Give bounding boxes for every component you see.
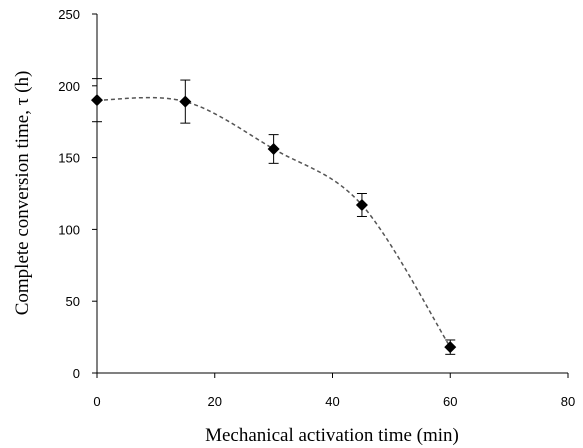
data-point-marker: [267, 142, 280, 155]
data-point-marker: [179, 95, 192, 108]
y-tick-label: 250: [58, 7, 80, 22]
x-axis-ticks: 0 20 40 60 80: [93, 373, 575, 409]
y-axis-title: Complete conversion time, τ (h): [12, 71, 33, 316]
x-tick-label: 0: [93, 394, 100, 409]
y-tick-label: 50: [66, 294, 80, 309]
x-tick-label: 20: [208, 394, 222, 409]
plot-area-background: [97, 14, 568, 373]
data-marker-layer: [91, 94, 457, 354]
data-point-marker: [444, 341, 457, 354]
y-tick-label: 200: [58, 79, 80, 94]
y-tick-label: 150: [58, 151, 80, 166]
y-axis-ticks: 0 50 100 150 200 250: [58, 7, 97, 381]
x-tick-label: 40: [325, 394, 339, 409]
y-tick-label: 100: [58, 222, 80, 237]
plot-area: [96, 14, 568, 374]
x-axis-title: Mechanical activation time (min): [205, 425, 459, 446]
y-tick-label: 0: [73, 366, 80, 381]
x-tick-label: 80: [561, 394, 575, 409]
data-point-marker: [355, 198, 368, 211]
x-tick-label: 60: [443, 394, 457, 409]
data-point-marker: [91, 94, 103, 107]
